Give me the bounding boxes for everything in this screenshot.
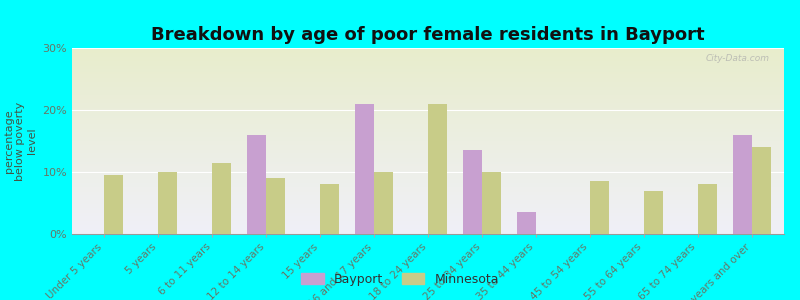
Bar	[733, 135, 752, 234]
Bar	[482, 172, 501, 234]
Bar	[463, 150, 482, 234]
Bar	[158, 172, 177, 234]
Bar	[104, 175, 123, 234]
Bar	[355, 104, 374, 234]
Bar	[752, 147, 770, 234]
Bar	[212, 163, 231, 234]
Bar	[320, 184, 339, 234]
Title: Breakdown by age of poor female residents in Bayport: Breakdown by age of poor female resident…	[151, 26, 705, 44]
Bar	[428, 104, 447, 234]
Text: City-Data.com: City-Data.com	[706, 54, 770, 63]
Bar	[698, 184, 717, 234]
Bar	[644, 190, 662, 234]
Bar	[374, 172, 393, 234]
Bar	[517, 212, 536, 234]
Bar	[247, 135, 266, 234]
Y-axis label: percentage
below poverty
level: percentage below poverty level	[4, 101, 37, 181]
Bar	[590, 181, 609, 234]
Bar	[266, 178, 285, 234]
Legend: Bayport, Minnesota: Bayport, Minnesota	[296, 268, 504, 291]
